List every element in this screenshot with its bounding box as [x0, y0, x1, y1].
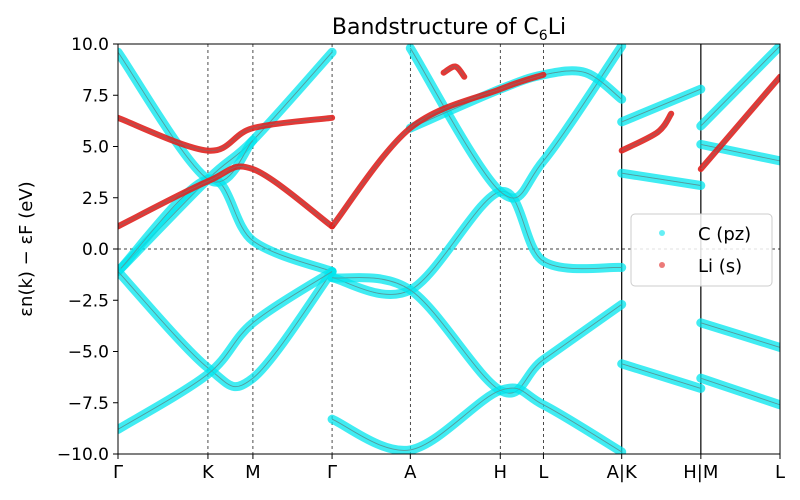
x-tick-label: A|K	[607, 462, 638, 483]
band-core-c-pz	[409, 45, 623, 199]
legend-label-li-s: Li (s)	[698, 256, 742, 277]
y-tick-label: −5.0	[68, 343, 109, 363]
y-tick-label: 0.0	[82, 240, 109, 260]
band-line-c-pz	[409, 45, 623, 199]
x-tick-label: Γ	[113, 462, 123, 483]
band-core-c-pz	[621, 172, 701, 186]
projection-layer	[118, 44, 780, 454]
y-tick-label: 5.0	[82, 138, 109, 158]
y-tick-label: −7.5	[68, 394, 109, 414]
legend-label-c-pz: C (pz)	[698, 224, 751, 245]
x-tick-label: K	[202, 462, 215, 483]
band-core-c-pz	[700, 377, 780, 406]
band-core-c-pz	[331, 387, 622, 453]
legend-box	[630, 213, 773, 287]
band-core-li-s	[443, 66, 465, 78]
projection-band-c-pz	[405, 44, 627, 203]
band-core-li-s	[331, 74, 544, 227]
band-core-c-pz	[118, 271, 333, 430]
band-core-c-pz	[118, 178, 333, 272]
chart-title-main: Bandstructure of C	[332, 15, 539, 40]
y-tick-label: −10.0	[57, 445, 109, 465]
y-tick-label: 2.5	[82, 189, 109, 209]
chart-title-tail: Li	[548, 15, 566, 40]
band-core-li-s	[118, 166, 333, 227]
chart-title: Bandstructure of C6Li	[332, 15, 566, 44]
band-core-li-s	[621, 113, 672, 151]
chart-title-subscript: 6	[539, 28, 548, 44]
band-core-c-pz	[700, 143, 780, 162]
band-core-c-pz	[118, 51, 254, 183]
projection-band-c-pz	[118, 267, 337, 434]
legend-marker-li-s	[659, 262, 665, 268]
tick-layer: 10.07.55.02.50.0−2.5−5.0−7.5−10.0Γ K M Γ A H L…	[57, 35, 785, 483]
x-tick-label: H	[493, 462, 507, 483]
y-tick-label: 7.5	[82, 86, 109, 106]
y-tick-label: 10.0	[71, 35, 109, 55]
projection-band-c-pz	[118, 174, 337, 276]
legend-marker-c-pz	[659, 230, 665, 236]
band-core-li-s	[118, 117, 333, 152]
band-core-c-pz	[621, 363, 701, 389]
x-tick-label: Γ	[327, 462, 337, 483]
x-tick-label: H|M	[683, 462, 718, 483]
x-tick-label: L	[775, 462, 785, 483]
band-core-c-pz	[621, 88, 701, 123]
band-core-c-pz	[118, 271, 333, 388]
band-core-c-pz	[700, 45, 780, 127]
legend: C (pz) Li (s)	[630, 213, 773, 287]
x-tick-label: A	[404, 462, 417, 483]
band-core-c-pz	[700, 322, 780, 348]
band-core-li-s	[700, 76, 780, 170]
y-tick-label: −2.5	[68, 291, 109, 311]
y-axis-label: εn(k) − εF (eV)	[16, 181, 37, 316]
projection-band-c-pz	[327, 383, 627, 454]
x-tick-label: M	[245, 462, 261, 483]
x-tick-label: L	[538, 462, 548, 483]
projection-band-li-s	[118, 114, 336, 154]
